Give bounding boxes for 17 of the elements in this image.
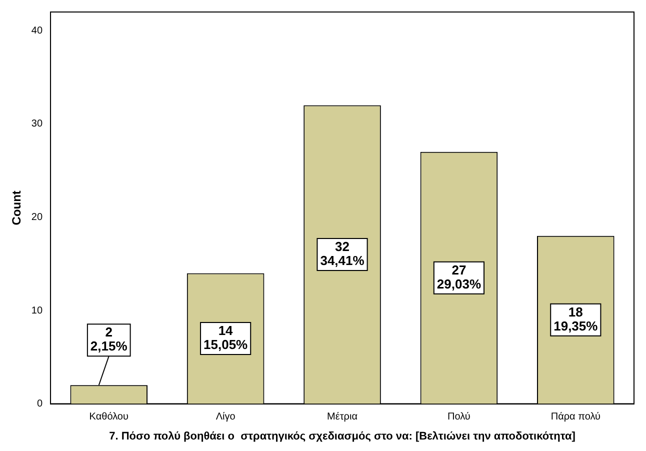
y-tick-label: 20 (31, 212, 43, 223)
y-axis-title: Count (10, 190, 24, 226)
x-tick-label: Καθόλου (89, 412, 128, 423)
data-label: 32 34,41% (320, 239, 365, 268)
data-label: 2 2,15% (90, 324, 128, 354)
x-axis-title: 7. Πόσο πολύ βοηθάει ο στρατηγικός σχεδιασμός στο να: [Βελτιώνει την αποδοτικότητα] (109, 430, 576, 442)
y-tick-label: 10 (31, 305, 43, 316)
x-tick-label: Πολύ (448, 412, 470, 423)
x-tick-label: Λίγο (216, 412, 236, 423)
data-label: 18 19,35% (554, 304, 598, 334)
data-label: 27 29,03% (436, 262, 482, 292)
y-tick-label: 40 (31, 25, 43, 36)
y-tick-label: 0 (36, 398, 43, 410)
data-label: 14 15,05% (204, 323, 248, 352)
y-tick-label: 30 (31, 118, 43, 130)
x-tick-label: Πάρα πολύ (550, 412, 600, 423)
x-tick-label: Μέτρια (327, 412, 358, 423)
